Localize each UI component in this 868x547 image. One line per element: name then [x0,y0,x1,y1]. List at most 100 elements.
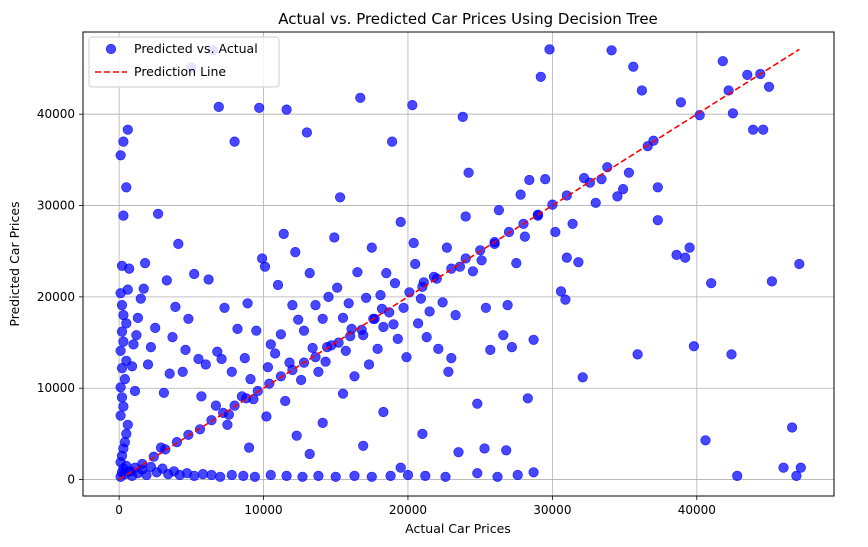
data-point [287,364,298,376]
data-point [138,283,149,294]
data-point [356,324,367,335]
data-point [153,208,164,219]
data-point [443,366,454,377]
data-point [304,448,315,460]
plot-frame [82,31,835,497]
data-point [310,352,321,363]
data-point [121,182,132,193]
data-point [345,331,356,342]
data-point [173,238,184,249]
y-tick-label: 0 [67,473,75,487]
data-point [301,127,313,138]
data-point [506,342,518,353]
data-point [472,398,483,409]
data-point [297,471,308,482]
data-point [122,124,133,135]
data-point [317,417,328,429]
data-point [200,359,211,370]
data-point [675,97,687,108]
data-point [177,366,188,377]
data-point [244,442,255,453]
data-point [118,136,129,147]
data-point [688,341,700,352]
data-point [480,302,492,313]
data-point [528,467,539,478]
data-point [183,313,194,324]
data-point [632,349,643,360]
legend-label-line: Prediction Line [134,64,226,79]
data-point [127,361,138,372]
data-point [281,104,292,115]
data-point [115,382,126,393]
data-point [694,109,705,121]
data-point [164,368,175,379]
data-point [700,435,711,446]
data-point [401,352,412,363]
data-point [479,443,490,454]
data-point [262,362,274,373]
data-point [628,61,639,72]
data-point [717,56,728,67]
data-point [275,329,287,340]
data-point [293,314,304,325]
data-point [307,342,318,354]
data-point [498,330,509,341]
data-point [343,298,354,309]
data-point [378,406,389,418]
data-point [395,462,406,473]
data-point [361,292,372,303]
data-point [366,242,377,253]
data-point [747,124,759,135]
data-point [189,470,200,482]
data-point [137,458,148,470]
data-point [124,263,135,274]
data-point [170,301,181,313]
data-point [197,469,208,480]
x-tick-label: 30000 [533,503,571,517]
data-point [550,226,561,238]
data-point [128,339,139,350]
legend-label-scatter: Predicted vs. Actual [134,41,258,56]
data-point [265,339,276,350]
data-point [519,231,531,242]
data-point [239,353,250,364]
x-tick-label: 10000 [244,503,282,517]
data-point [132,312,143,324]
data-point [226,469,237,481]
data-point [441,242,453,253]
prediction-line [118,48,800,481]
data-point [180,344,191,356]
data-point [158,387,169,398]
data-point [296,374,307,386]
data-point [122,284,133,295]
data-point [337,312,349,324]
x-tick-label: 0 [115,503,123,517]
data-point [395,216,406,228]
data-point [118,336,129,347]
data-point [329,232,340,243]
data-point [381,268,392,279]
data-point [503,226,515,238]
data-point [320,356,331,367]
data-point [145,342,156,353]
data-point [413,318,424,329]
data-point [116,392,128,403]
legend: Predicted vs. Actual Prediction Line [88,36,280,88]
data-point [467,266,479,277]
data-point [141,469,152,481]
data-point [270,348,281,359]
data-point [791,470,802,482]
y-axis-label: Predicted Car Prices [7,201,22,326]
data-point [502,300,513,311]
data-point [606,45,617,56]
data-point [501,445,512,456]
data-point [375,290,386,301]
data-point [196,391,207,402]
data-point [118,210,129,221]
data-point [245,374,256,385]
data-point [726,349,737,360]
data-point [272,279,284,291]
data-point [333,337,344,348]
x-axis-label: Actual Car Prices [405,521,511,536]
